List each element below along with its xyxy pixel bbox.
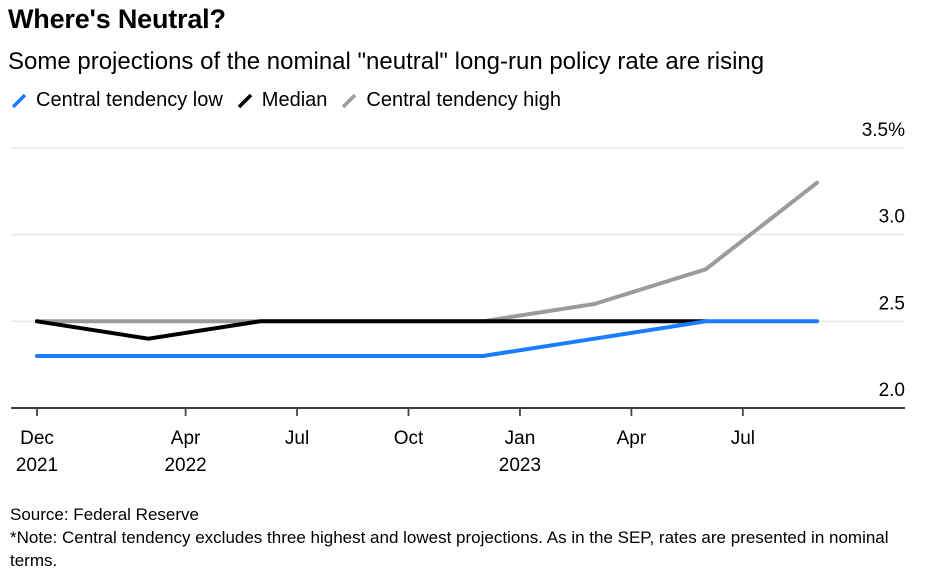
- legend-item-median: Median: [236, 89, 328, 112]
- legend-item-low: Central tendency low: [10, 89, 223, 112]
- x-tick-label: Oct: [394, 428, 424, 449]
- series-line-central-tendency-low: [35, 319, 820, 358]
- y-tick-label: 2.0: [879, 380, 905, 401]
- footnote: *Note: Central tendency excludes three h…: [10, 528, 889, 570]
- legend-label-low: Central tendency low: [36, 89, 223, 111]
- x-tick-sublabel: 2023: [499, 455, 541, 476]
- legend-swatch-high-icon: [342, 93, 357, 108]
- legend-item-high: Central tendency high: [340, 89, 561, 112]
- legend-label-high: Central tendency high: [366, 89, 561, 111]
- x-tick-label: Jul: [731, 428, 755, 449]
- x-tick-label: Jan: [505, 428, 536, 449]
- line-chart: 2.0 2.5 3.0 3.5% Dec 2021 Apr 2022 Jul Oct Jan 2023…: [11, 120, 905, 476]
- chart-subtitle: Some projections of the nominal "neutral…: [8, 48, 765, 75]
- y-tick-label: 3.5%: [862, 120, 905, 141]
- y-tick-label: 3.0: [879, 207, 905, 228]
- x-tick-sublabel: 2022: [164, 455, 206, 476]
- x-tick-label: Apr: [617, 428, 647, 449]
- legend-swatch-median-icon: [237, 93, 253, 108]
- legend: Central tendency low Median Central tend…: [10, 89, 574, 112]
- footer: Source: Federal Reserve *Note: Central t…: [10, 503, 890, 572]
- x-tick-label: Apr: [171, 428, 201, 449]
- series-line-central-tendency-high: [35, 180, 820, 324]
- x-tick-label: Dec: [20, 428, 54, 449]
- y-tick-label: 2.5: [879, 293, 905, 314]
- legend-label-median: Median: [261, 89, 328, 111]
- chart-title: Where's Neutral?: [8, 4, 226, 34]
- x-tick-label: Jul: [285, 428, 309, 449]
- legend-swatch-low-icon: [11, 93, 27, 108]
- legend-swatch-median-line: [237, 93, 253, 108]
- legend-swatch-low-line: [11, 93, 27, 108]
- legend-swatch-high-line: [342, 93, 357, 108]
- source-note: Source: Federal Reserve: [10, 505, 199, 524]
- x-tick-sublabel: 2021: [16, 455, 58, 476]
